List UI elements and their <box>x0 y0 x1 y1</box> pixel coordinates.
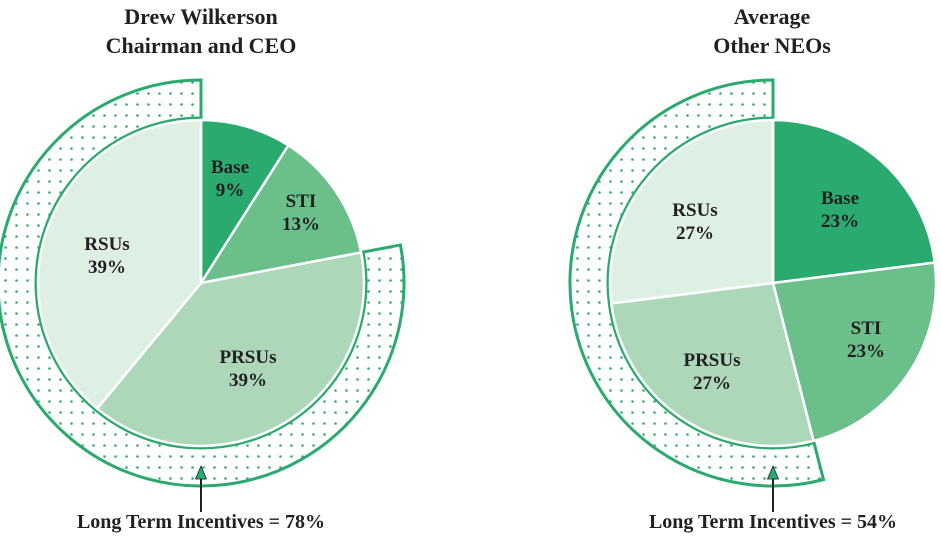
chart-neo-slices <box>608 118 938 448</box>
chart-neo-lti-bracket <box>568 78 826 488</box>
chart-ceo-slice-sti <box>199 144 363 285</box>
chart-neo-arrow <box>766 464 780 512</box>
chart-ceo-sti-label: STI <box>286 191 317 212</box>
chart-ceo-prsus-label: PRSUs <box>219 347 276 368</box>
chart-neo-rsus-value: 27% <box>676 223 714 244</box>
chart-neo-sti-value: 23% <box>847 341 885 362</box>
chart-neo-lti-caption: Long Term Incentives = 54% <box>649 511 897 533</box>
chart-ceo-lti-caption: Long Term Incentives = 78% <box>77 511 325 533</box>
chart-ceo-lti-ring <box>0 78 406 488</box>
chart-neo: Average Other NEOs Base 23% STI 23% PRSU… <box>568 4 938 533</box>
chart-ceo-base-value: 9% <box>216 180 245 201</box>
chart-neo-labels: Base 23% STI 23% PRSUs 27% RSUs 27% <box>672 188 885 394</box>
chart-ceo-rsus-value: 39% <box>88 257 126 278</box>
chart-ceo-arrow <box>194 464 208 512</box>
chart-ceo: Drew Wilkerson Chairman and CEO Base 9% … <box>0 4 406 533</box>
chart-ceo-labels: Base 9% STI 13% PRSUs 39% RSUs 39% <box>84 157 320 391</box>
chart-ceo-slice-rsus <box>36 118 203 410</box>
chart-ceo-prsus-value: 39% <box>229 370 267 391</box>
chart-neo-prsus-value: 27% <box>693 373 731 394</box>
chart-neo-sti-label: STI <box>851 318 882 339</box>
chart-neo-slice-prsus <box>610 281 815 448</box>
chart-ceo-title-line-2: Chairman and CEO <box>106 33 297 58</box>
chart-ceo-title-line-1: Drew Wilkerson <box>124 4 277 29</box>
chart-ceo-lti-bracket <box>0 78 406 488</box>
chart-neo-prsus-label: PRSUs <box>683 350 740 371</box>
chart-ceo-sti-value: 13% <box>282 214 320 235</box>
chart-ceo-base-label: Base <box>211 157 249 178</box>
chart-ceo-slice-base <box>199 118 290 285</box>
chart-neo-title-line-1: Average <box>734 4 811 29</box>
chart-ceo-rsus-label: RSUs <box>84 234 129 255</box>
chart-neo-slice-base <box>771 118 936 285</box>
chart-ceo-slice-prsus <box>95 251 366 448</box>
chart-neo-base-value: 23% <box>821 211 859 232</box>
chart-neo-rsus-label: RSUs <box>672 200 717 221</box>
chart-neo-title-line-2: Other NEOs <box>713 33 831 58</box>
chart-neo-slice-sti <box>771 261 938 443</box>
chart-neo-slice-rsus <box>608 118 775 305</box>
chart-neo-lti-ring <box>568 78 826 488</box>
chart-ceo-slices <box>36 118 366 448</box>
chart-neo-base-label: Base <box>821 188 859 209</box>
